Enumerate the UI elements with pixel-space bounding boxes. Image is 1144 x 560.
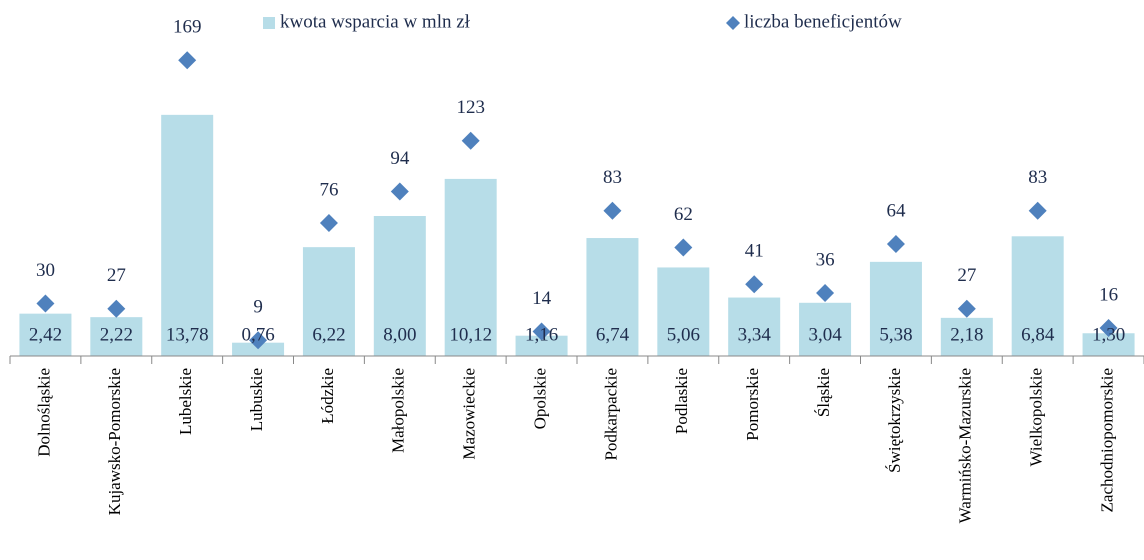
legend-swatch [726,16,740,30]
bar [90,317,143,356]
bar [161,114,214,356]
data-label: 2,22 [100,324,133,345]
x-tick-label: Mazowieckie [460,368,479,460]
marker [107,299,126,318]
data-label: 94 [390,148,410,169]
bar [657,267,710,356]
bar [373,216,426,356]
marker [532,322,551,341]
marker [745,275,764,294]
x-tick-label: Podkarpackie [601,368,620,461]
bar [302,247,355,356]
marker [461,131,480,150]
bar [869,261,922,356]
bar [799,302,852,356]
data-label: 14 [532,288,552,309]
marker [816,284,835,302]
data-label: 9 [253,297,263,318]
bar [728,297,781,356]
marker [674,238,693,257]
marker [886,235,905,253]
data-label: 1,30 [1092,324,1125,345]
x-tick-label: Kujawsko-Pomorskie [105,368,124,515]
data-label: 3,34 [738,324,772,345]
bar [1082,333,1135,356]
data-label: 5,38 [879,324,912,345]
data-label: 123 [456,97,485,118]
data-label: 6,22 [312,324,345,345]
data-label: 64 [886,200,906,221]
data-label: 10,12 [449,324,492,345]
marker [249,331,268,350]
marker [1028,201,1047,220]
x-tick-label: Świętokrzyskie [885,368,904,473]
legend-label: kwota wsparcia w mln zł [280,11,471,32]
data-label: 2,42 [29,324,62,345]
x-tick-label: Zachodniopomorskie [1097,368,1116,512]
data-label: 1,16 [525,324,558,345]
data-label: 8,00 [383,324,416,345]
x-tick-label: Opolskie [530,368,549,429]
data-label: 27 [957,265,976,286]
data-label: 13,78 [166,324,209,345]
bar [940,317,993,356]
marker [36,294,55,313]
bar [515,335,568,356]
data-label: 169 [173,17,202,38]
data-label: 6,84 [1021,324,1055,345]
data-label: 83 [603,167,622,188]
x-tick-label: Warmińsko-Mazurskie [956,368,975,523]
bar [586,238,639,356]
marker [390,182,409,201]
data-label: 41 [745,241,764,262]
bar [19,313,72,356]
x-tick-label: Wielkopolskie [1027,368,1046,466]
data-label: 36 [816,249,835,270]
data-label: 76 [319,179,338,200]
bar [232,342,285,356]
legend-label: liczba beneficjentów [744,11,902,32]
bar [1011,236,1064,356]
data-label: 83 [1028,167,1047,188]
data-label: 2,18 [950,324,983,345]
x-tick-label: Lubuskie [247,368,266,431]
x-tick-label: Małopolskie [389,368,408,453]
marker [603,201,622,220]
data-label: 5,06 [667,324,700,345]
data-label: 3,04 [808,324,842,345]
data-label: 0,76 [241,324,274,345]
data-label: 62 [674,204,693,225]
marker [178,51,197,70]
marker [1099,319,1118,337]
x-tick-label: Pomorskie [743,368,762,441]
x-tick-label: Lubelskie [176,368,195,435]
data-label: 6,74 [596,324,630,345]
x-tick-label: Podlaskie [672,368,691,434]
legend-swatch [263,17,275,29]
data-label: 27 [107,265,126,286]
x-tick-label: Łódzkie [318,368,337,424]
data-label: 16 [1099,284,1118,305]
x-tick-label: Śląskie [814,368,833,417]
data-label: 30 [36,260,55,281]
marker [957,299,976,318]
bar [444,178,497,356]
x-tick-label: Dolnośląskie [34,368,53,457]
marker [319,214,338,232]
